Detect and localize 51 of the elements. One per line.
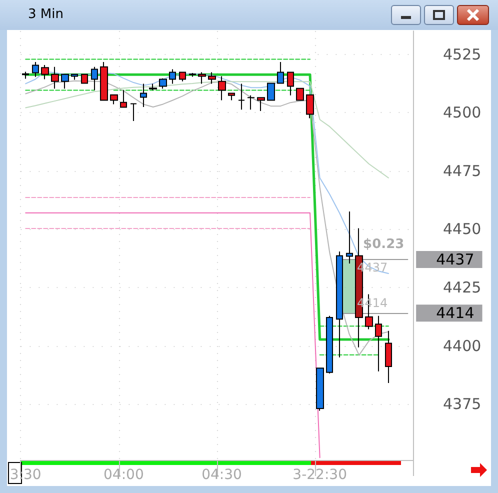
- chart-title: 3 Min: [28, 7, 64, 22]
- y-tick-label: 4400: [443, 336, 482, 355]
- candlestick: [316, 368, 324, 412]
- ref-line-label: 4437: [436, 250, 474, 268]
- candlestick: [287, 72, 294, 96]
- candlestick: [149, 83, 157, 91]
- candlestick: [100, 62, 108, 101]
- candlestick: [169, 68, 176, 84]
- candlestick: [336, 251, 343, 358]
- candlestick: [238, 83, 245, 110]
- y-tick-label: 4500: [443, 104, 482, 122]
- candlestick: [41, 64, 49, 80]
- candlestick: [189, 72, 196, 78]
- candlestick: [110, 94, 118, 105]
- candlestick: [208, 72, 216, 84]
- candlestick: [159, 78, 167, 90]
- y-tick-label: 4450: [443, 220, 482, 238]
- y-tick-label: 4525: [443, 45, 482, 64]
- candlestick: [130, 103, 137, 122]
- candlestick: [81, 74, 88, 84]
- candlestick: [61, 74, 69, 90]
- line-series: [25, 81, 389, 178]
- candlestick: [120, 90, 127, 108]
- candlestick: [51, 66, 59, 90]
- x-tick-label: 04:30: [202, 467, 242, 483]
- candlestick: [346, 210, 353, 264]
- candlestick: [296, 88, 304, 101]
- candlestick: [179, 72, 186, 82]
- candlestick: [218, 76, 226, 101]
- candlestick: [91, 66, 98, 91]
- candlestick: [71, 74, 78, 80]
- candlestick: [375, 315, 382, 372]
- candlestick: [385, 330, 392, 384]
- y-tick-label: 4425: [443, 278, 482, 296]
- y-tick-label: 4375: [443, 395, 482, 414]
- candlestick: [32, 62, 39, 78]
- y-tick-label: 4475: [443, 162, 482, 180]
- candlestick: [257, 97, 265, 112]
- annotation: $0.23: [363, 236, 404, 252]
- x-tick-label: 3-22:30: [292, 467, 347, 483]
- ref-line-label: 4414: [436, 304, 474, 322]
- candlestick: [247, 94, 255, 110]
- candlestick: [140, 83, 147, 108]
- x-tick-label: 04:00: [104, 467, 144, 483]
- candlestick: [306, 94, 314, 119]
- candlestick: [228, 92, 235, 101]
- candlestick: [198, 72, 206, 84]
- candlestick: [267, 82, 275, 101]
- candlestick: [22, 71, 29, 80]
- candlestick: [277, 62, 284, 84]
- candlestick: [326, 315, 333, 374]
